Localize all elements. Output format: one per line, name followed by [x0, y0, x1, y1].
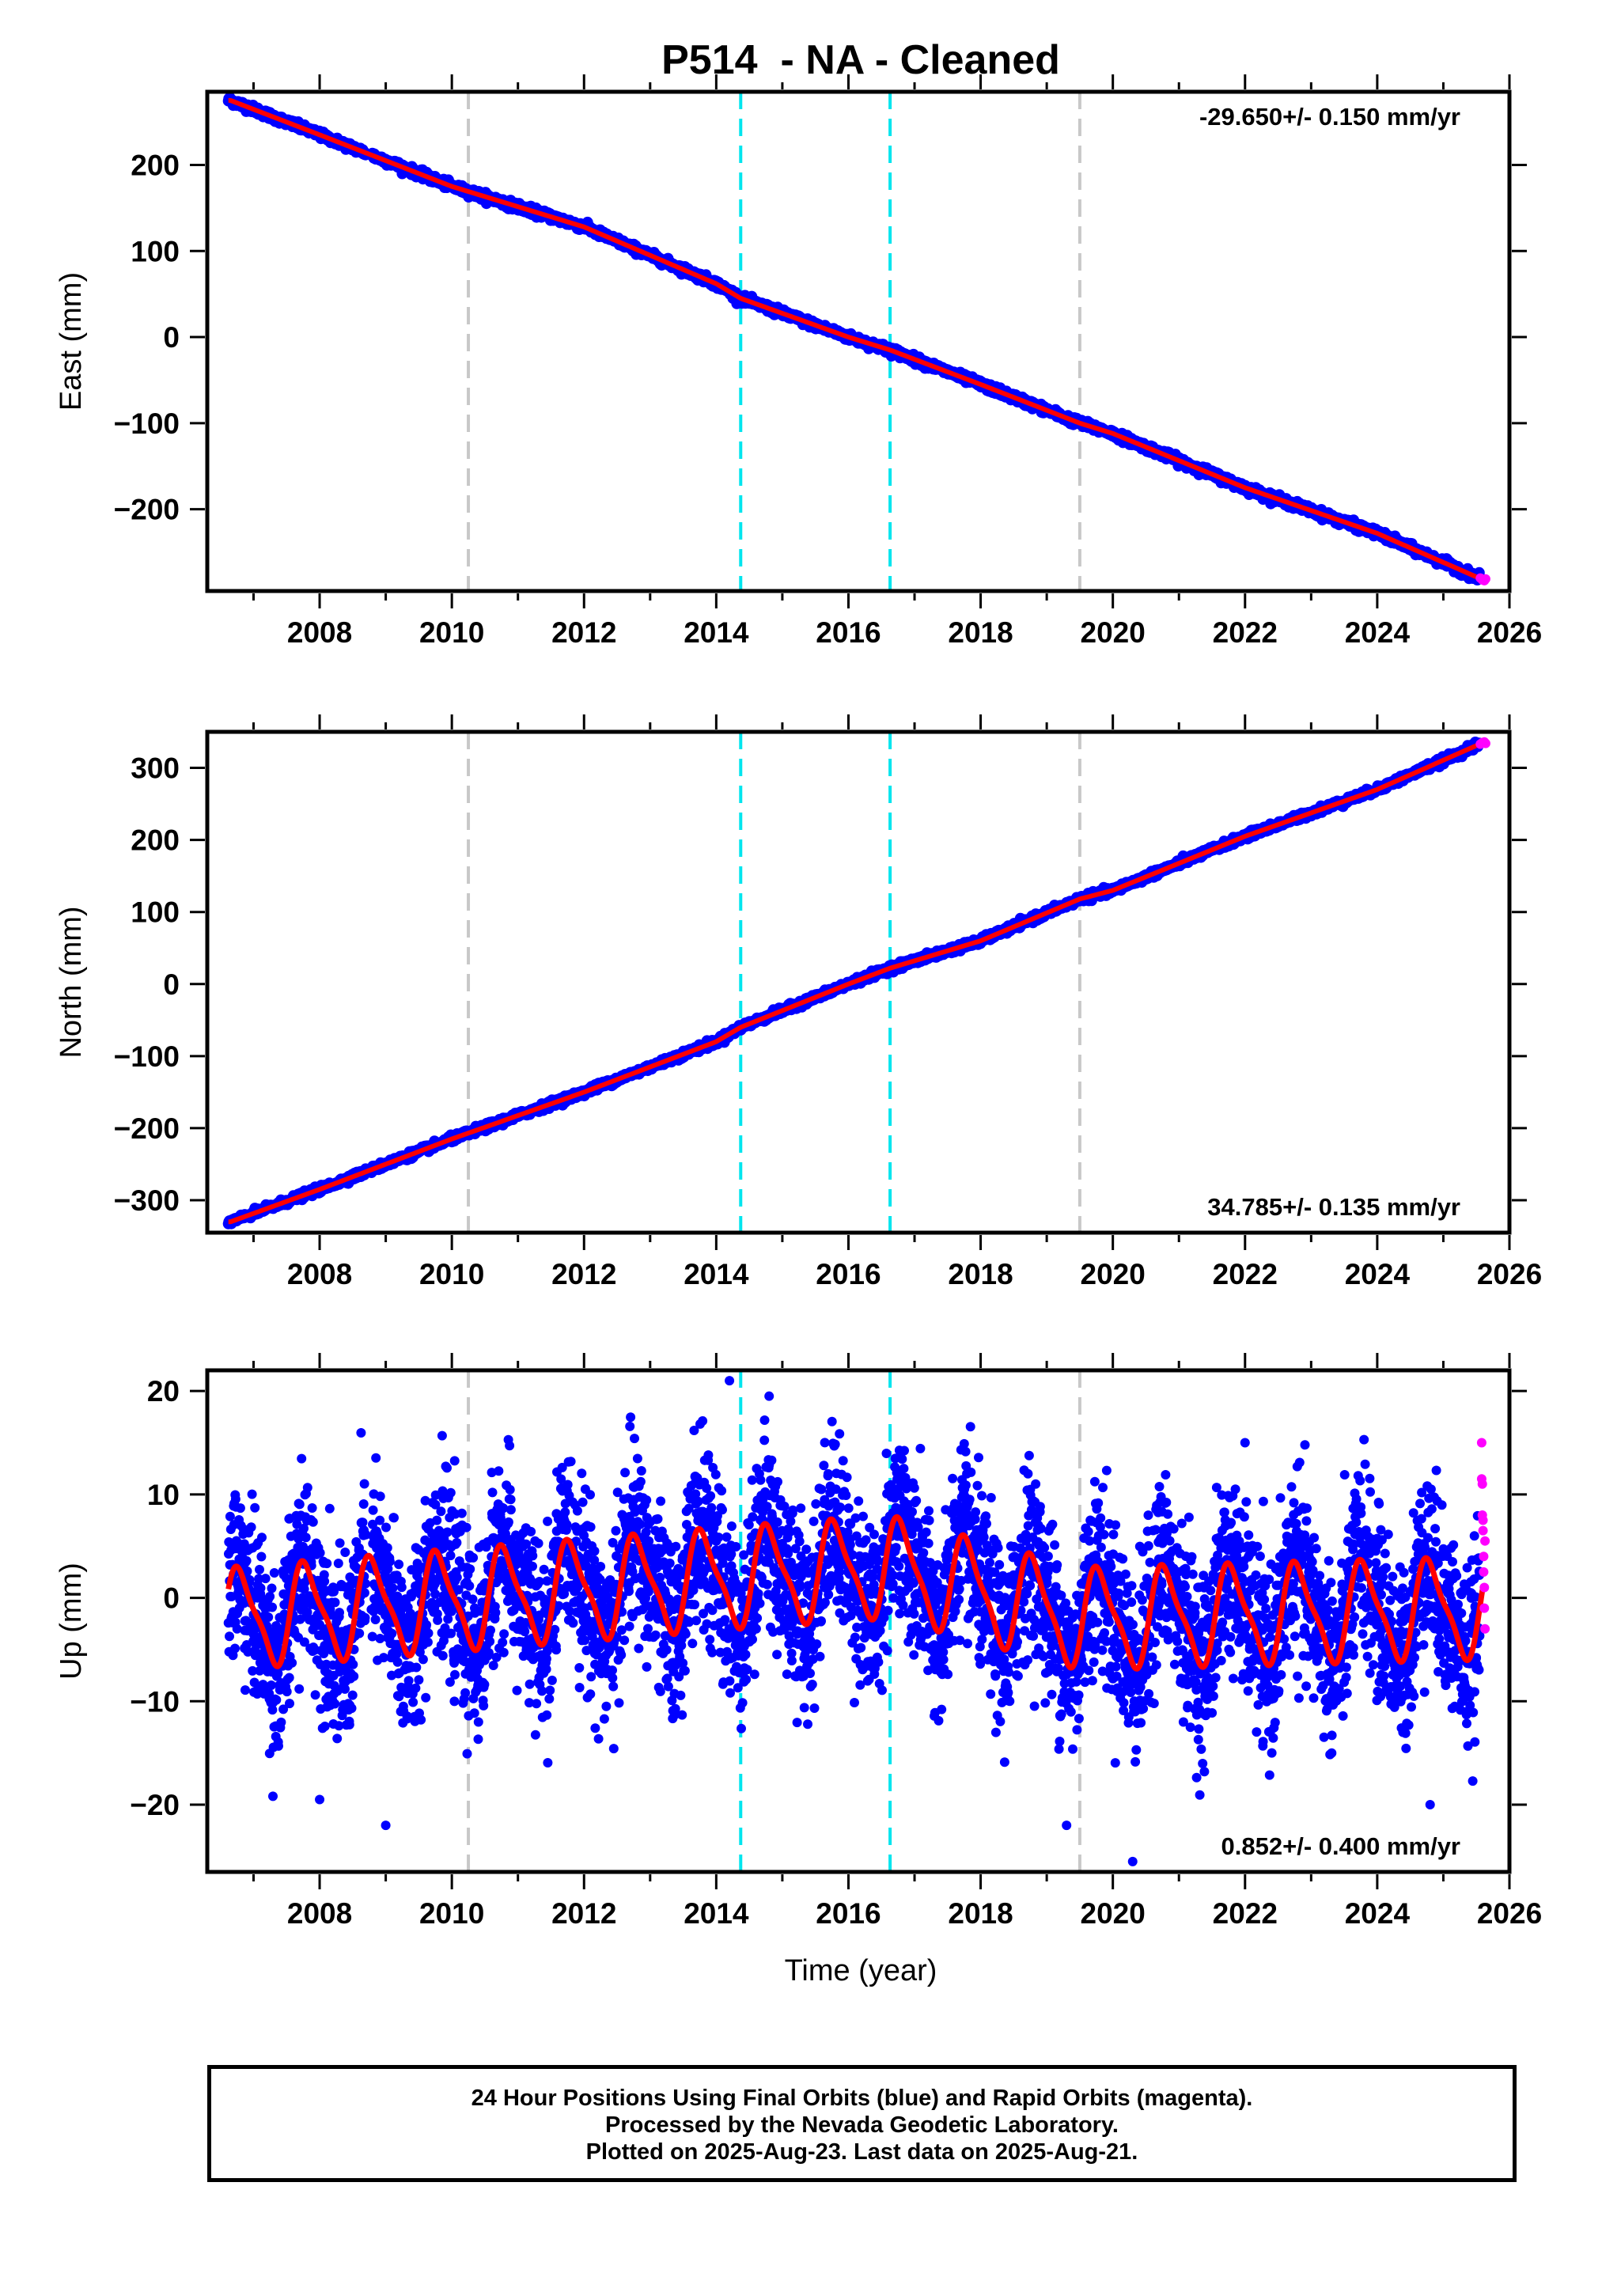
plot-frame [205, 89, 1512, 593]
rapid-orbit-points [1475, 573, 1490, 585]
x-tick-label: 2024 [1345, 616, 1411, 649]
x-tick-label: 2012 [551, 616, 616, 649]
model-fit-line [226, 97, 1485, 582]
x-axis-label: Time (year) [785, 1954, 937, 1987]
rapid-point [1480, 574, 1490, 584]
velocity-label: -29.650+/- 0.150 mm/yr [1199, 103, 1460, 131]
x-tick-label: 2016 [816, 616, 881, 649]
y-tick-label: 200 [131, 149, 180, 181]
x-tick-label: 2026 [1477, 616, 1542, 649]
y-axis-label: East (mm) [55, 272, 88, 411]
panel-north: 2008 2010 2012 2014 2016 2018 2020 2022 2024 2026… [55, 714, 1542, 1290]
y-tick-label: −100 [114, 407, 180, 440]
x-tick-label: 2022 [1213, 616, 1278, 649]
x-tick-label: 2008 [287, 616, 352, 649]
x-tick-label: 2020 [1081, 616, 1146, 649]
panel-east: 2008 2010 2012 2014 2016 2018 2020 2022 2024 2026… [55, 74, 1542, 649]
x-tick-label: 2018 [948, 616, 1013, 649]
figure-title: P514 - NA - Cleaned [661, 37, 1060, 83]
y-tick-label: 0 [163, 321, 180, 354]
x-tick-label: 2010 [419, 616, 484, 649]
y-tick-label: −200 [114, 494, 180, 526]
plot-area [222, 732, 1490, 1233]
plot-area [222, 92, 1490, 591]
y-tick-label: 100 [131, 235, 180, 267]
x-tick-label: 2014 [684, 616, 749, 649]
